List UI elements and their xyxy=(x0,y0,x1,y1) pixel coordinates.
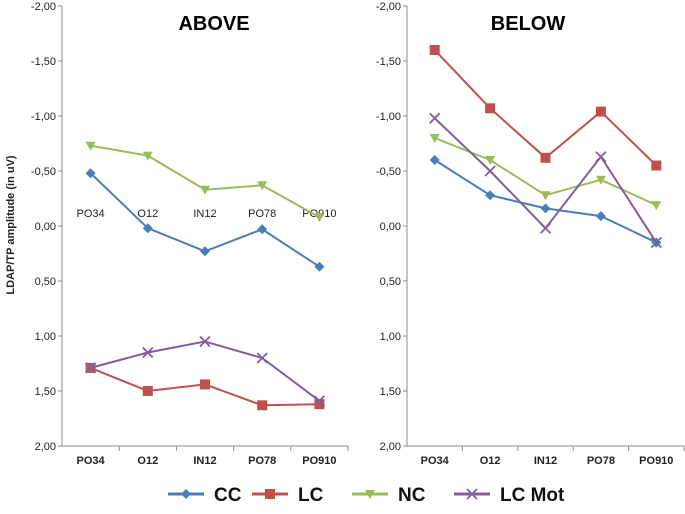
series-lc xyxy=(429,45,662,171)
y-tick-label: 0,50 xyxy=(380,276,401,288)
legend-item-lc: LC xyxy=(252,485,324,506)
x-tick-label: PO34 xyxy=(77,455,106,467)
data-point xyxy=(314,213,325,223)
legend-item-lc-mot: LC Mot xyxy=(454,485,565,506)
y-tick-label: 2,00 xyxy=(35,441,56,453)
y-tick-label: -0,50 xyxy=(376,166,401,178)
y-tick-label: 0,00 xyxy=(380,221,401,233)
data-point xyxy=(484,165,496,177)
data-point xyxy=(485,190,496,201)
x-tick-label: PO78 xyxy=(248,455,276,467)
series-lc xyxy=(85,362,325,411)
data-point xyxy=(540,203,551,214)
data-point xyxy=(540,191,551,201)
y-tick-label: -1,50 xyxy=(31,56,56,68)
data-point xyxy=(256,352,268,364)
data-point xyxy=(314,399,325,410)
y-tick-label: -1,00 xyxy=(31,111,56,123)
legend-label: NC xyxy=(398,485,426,506)
series-line xyxy=(90,340,320,402)
data-point xyxy=(142,346,154,359)
data-point xyxy=(429,155,440,165)
inline-category-label: O12 xyxy=(137,208,158,220)
y-tick-label: 2,00 xyxy=(380,441,401,453)
data-point xyxy=(257,224,268,235)
data-point xyxy=(314,261,325,272)
y-tick-label: 1,00 xyxy=(35,331,56,343)
data-point xyxy=(651,201,662,211)
x-tick-label: IN12 xyxy=(534,455,557,467)
data-point xyxy=(313,395,326,407)
series-lc-mot xyxy=(84,335,326,407)
data-point xyxy=(429,134,440,143)
data-point xyxy=(200,246,210,257)
data-point xyxy=(651,160,662,171)
series-nc xyxy=(85,141,325,223)
x-tick-label: IN12 xyxy=(193,455,216,467)
legend-marker xyxy=(466,488,478,500)
legend: CC LC NC LC Mot xyxy=(168,485,565,506)
data-point xyxy=(142,386,153,396)
data-point xyxy=(142,151,153,161)
y-tick-label: -2,00 xyxy=(31,1,56,13)
y-axis-label: LDAP/TP amplitude (in uV) xyxy=(5,155,17,294)
data-point xyxy=(595,175,606,185)
data-point xyxy=(595,106,606,117)
y-tick-label: -1,00 xyxy=(376,111,401,123)
data-point xyxy=(540,152,551,163)
data-point xyxy=(257,181,268,191)
data-point xyxy=(142,223,153,234)
series-line xyxy=(433,49,657,167)
x-tick-label: PO910 xyxy=(302,455,336,467)
data-point xyxy=(539,222,552,234)
legend-item-cc: CC xyxy=(168,485,242,506)
series-line xyxy=(434,159,657,244)
data-point xyxy=(485,156,496,165)
data-point xyxy=(84,362,97,374)
x-tick-label: O12 xyxy=(480,455,501,467)
data-point xyxy=(200,185,210,195)
data-point xyxy=(85,168,96,179)
legend-marker xyxy=(365,490,375,499)
inline-category-label: PO78 xyxy=(248,208,276,220)
x-tick-label: PO34 xyxy=(421,455,450,467)
data-point xyxy=(429,112,441,124)
data-point xyxy=(85,141,96,151)
inline-category-label: PO34 xyxy=(77,208,105,220)
y-tick-label: 0,50 xyxy=(35,276,56,288)
series-cc xyxy=(429,155,662,248)
y-tick-label: -1,50 xyxy=(376,56,401,68)
legend-item-nc: NC xyxy=(352,485,426,506)
legend-label: LC Mot xyxy=(500,485,565,506)
data-point xyxy=(595,211,606,222)
legend-marker xyxy=(265,489,275,499)
y-tick-label: -0,50 xyxy=(31,166,56,178)
series-lc-mot xyxy=(429,112,662,249)
data-point xyxy=(200,379,210,390)
legend-label: LC xyxy=(298,485,324,506)
x-tick-label: PO78 xyxy=(587,455,615,467)
data-point xyxy=(257,400,268,411)
series-cc xyxy=(85,168,325,272)
legend-marker xyxy=(181,489,191,499)
y-tick-label: 0,00 xyxy=(35,221,56,233)
panel-title: ABOVE xyxy=(178,13,249,35)
y-tick-label: -2,00 xyxy=(376,1,401,13)
x-tick-label: O12 xyxy=(137,455,158,467)
panel-title: BELOW xyxy=(491,13,566,35)
data-point xyxy=(199,335,211,348)
data-point xyxy=(429,45,440,55)
panel-below: -2,00 -1,50 -1,00 -0,50 0,00 0,50 1,00 1,50 2,00… xyxy=(376,1,685,467)
data-point xyxy=(595,151,607,163)
data-point xyxy=(650,236,662,249)
y-tick-label: 1,50 xyxy=(35,386,56,398)
x-tick-label: PO910 xyxy=(639,455,673,467)
inline-category-label: IN12 xyxy=(193,208,216,220)
panel-above: -2,00 -1,50 -1,00 -0,50 0,00 0,50 1,00 1,50 2,00… xyxy=(31,1,349,467)
legend-label: CC xyxy=(214,485,242,506)
data-point xyxy=(485,103,496,114)
y-tick-label: 1,50 xyxy=(380,386,401,398)
y-tick-label: 1,00 xyxy=(380,331,401,343)
